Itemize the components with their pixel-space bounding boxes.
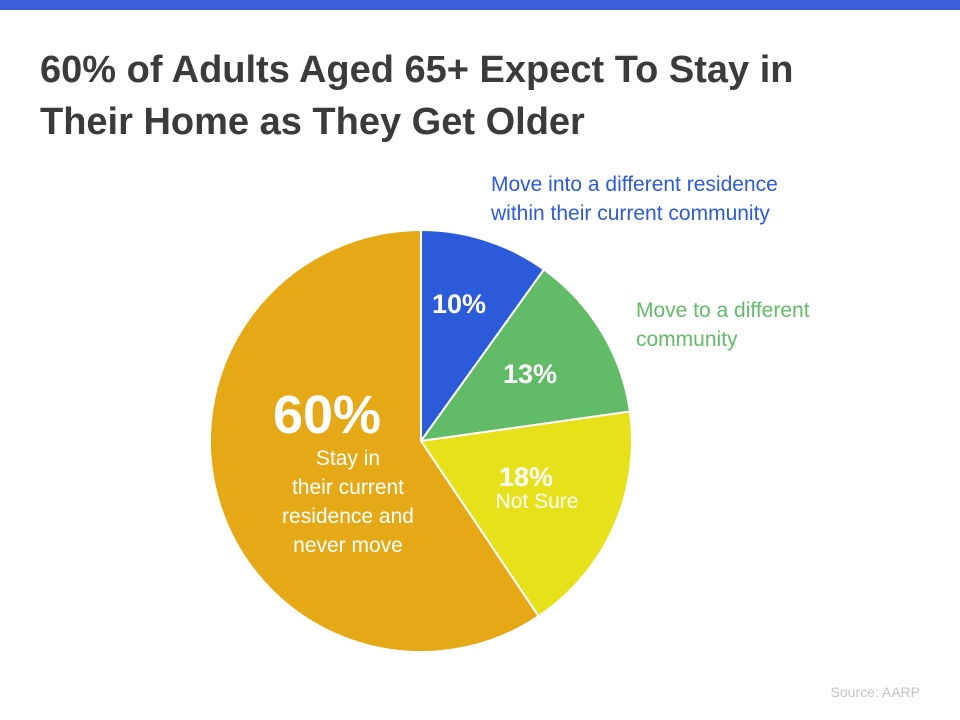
callout-move-within-community: Move into a different residence within t… — [491, 170, 778, 228]
slice-label-60: 60% — [273, 385, 381, 445]
source-note: Source: AARP — [830, 684, 921, 700]
stay-description-line-3: residence and — [282, 505, 414, 528]
callout-line-1: Move into a different residence — [491, 173, 778, 196]
callout-line-2: within their current community — [491, 202, 770, 225]
title-line-2: Their Home as They Get Older — [40, 101, 585, 143]
callout-line-2: community — [636, 328, 738, 351]
pie-slice-move-different-community — [418, 268, 632, 443]
page-title: 60% of Adults Aged 65+ Expect To Stay in… — [40, 44, 920, 148]
slice-description-not-sure: Not Sure — [496, 490, 579, 513]
pie-slice-stay-in-residence — [209, 228, 540, 653]
top-accent-bar — [0, 0, 960, 10]
stay-description-line-4: never move — [293, 534, 403, 557]
stay-description-line-1: Stay in — [316, 447, 380, 470]
callout-line-1: Move to a different — [636, 299, 810, 322]
pie-slice-move-within-community — [420, 228, 546, 445]
title-line-1: 60% of Adults Aged 65+ Expect To Stay in — [40, 49, 794, 91]
slice-label-13: 13% — [503, 359, 557, 389]
stay-description-line-2: their current — [292, 476, 404, 499]
pie-slice-not-sure — [419, 410, 633, 618]
callout-move-different-community: Move to a different community — [636, 296, 810, 354]
slice-label-18: 18% — [499, 462, 553, 492]
slice-label-10: 10% — [432, 289, 486, 319]
